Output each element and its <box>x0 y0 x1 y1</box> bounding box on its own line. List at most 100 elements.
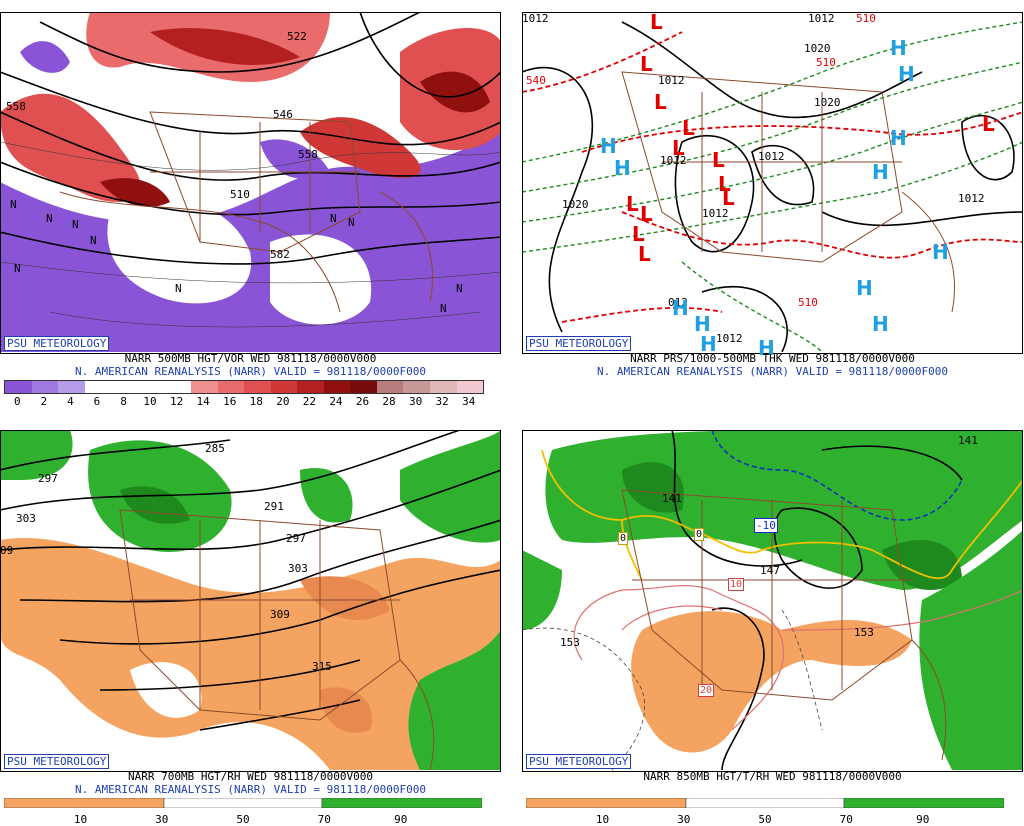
low-pressure-marker: L <box>672 136 685 160</box>
pressure-thickness-map <box>522 12 1023 352</box>
contour-label: 1012 <box>702 207 729 220</box>
low-pressure-marker: L <box>632 222 645 246</box>
vorticity-marker: N <box>46 212 53 225</box>
colorbar-tick-label: 28 <box>382 395 396 408</box>
contour-label: 315 <box>312 660 332 673</box>
panel-700mb-rh: 285 297 303 09 291 297 303 309 315 PSU M… <box>0 430 501 826</box>
isotherm-label: 10 <box>728 578 745 591</box>
contour-label: 1020 <box>562 198 589 211</box>
contour-label: 153 <box>854 626 874 639</box>
product-caption: NARR 500MB HGT/VOR WED 981118/0000V000 <box>124 352 377 365</box>
contour-label: 510 <box>856 12 876 25</box>
colorbar-tick-label: 34 <box>462 395 476 408</box>
panel-mslp-thickness: 1012 1012 1020 510 1012 1020 1020 1012 1… <box>522 10 1023 407</box>
contour-label: 546 <box>273 108 293 121</box>
contour-label: 510 <box>816 56 836 69</box>
low-pressure-marker: L <box>722 186 735 210</box>
colorbar-tick-label: 16 <box>223 395 237 408</box>
valid-time-caption: N. AMERICAN REANALYSIS (NARR) VALID = 98… <box>597 365 948 378</box>
low-pressure-marker: L <box>640 202 653 226</box>
product-caption: NARR 850MB HGT/T/RH WED 981118/0000V000 <box>643 770 902 783</box>
contour-label: 012 <box>668 296 688 309</box>
high-pressure-marker: H <box>672 296 689 320</box>
rh-colorbar <box>4 798 482 808</box>
colorbar-swatch <box>58 381 85 393</box>
contour-label: 1012 <box>758 150 785 163</box>
vorticity-marker: N <box>330 212 337 225</box>
contour-label: 141 <box>958 434 978 447</box>
contour-label: 510 <box>230 188 250 201</box>
psu-meteorology-badge: PSU METEOROLOGY <box>4 336 110 351</box>
colorbar-tick-label: 18 <box>249 395 263 408</box>
colorbar-tick-label: 10 <box>73 813 88 826</box>
low-pressure-marker: L <box>718 172 731 196</box>
low-pressure-marker: L <box>626 192 639 216</box>
rh-colorbar <box>526 798 1004 808</box>
low-pressure-marker: L <box>654 90 667 114</box>
contour-label: 141 <box>662 492 682 505</box>
contour-label: 510 <box>798 296 818 309</box>
high-pressure-marker: H <box>872 160 889 184</box>
high-pressure-marker: H <box>694 312 711 336</box>
contour-label: 297 <box>286 532 306 545</box>
colorbar-swatch <box>297 381 324 393</box>
vorticity-marker: N <box>72 218 79 231</box>
valid-time-caption: N. AMERICAN REANALYSIS (NARR) VALID = 98… <box>75 365 426 378</box>
contour-label: 1020 <box>804 42 831 55</box>
low-pressure-marker: L <box>638 242 651 266</box>
colorbar-swatch <box>430 381 457 393</box>
contour-label: 303 <box>16 512 36 525</box>
colorbar-tick-label: 32 <box>435 395 449 408</box>
colorbar-swatch <box>217 381 245 393</box>
contour-label: 522 <box>287 30 307 43</box>
vorticity-marker: N <box>348 216 355 229</box>
colorbar-tick-label: 90 <box>916 813 930 826</box>
colorbar-swatch <box>270 381 298 393</box>
colorbar-tick-label: 10 <box>595 813 610 826</box>
isotherm-label: -10 <box>754 518 778 533</box>
colorbar-tick-label: 50 <box>758 813 772 826</box>
panel-850mb-temp-rh: 141 -10 0 0 141 147 153 153 10 20 PSU ME… <box>522 430 1023 826</box>
contour-label: 1012 <box>522 12 549 25</box>
vorticity-marker: N <box>456 282 463 295</box>
isotherm-label: 0 <box>618 532 629 545</box>
high-pressure-marker: H <box>890 126 907 150</box>
contour-label: 1012 <box>958 192 985 205</box>
colorbar-tick-label: 30 <box>408 395 423 408</box>
vorticity-marker: N <box>14 262 21 275</box>
isotherm-label: 20 <box>698 684 715 697</box>
colorbar-tick-label: 90 <box>394 813 408 826</box>
contour-label: 309 <box>270 608 290 621</box>
colorbar-swatch <box>190 381 218 393</box>
psu-meteorology-badge: PSU METEOROLOGY <box>4 754 110 769</box>
psu-meteorology-badge: PSU METEOROLOGY <box>526 754 632 769</box>
contour-label: 558 <box>298 148 318 161</box>
colorbar-tick-label: 26 <box>355 395 370 408</box>
contour-label: 1012 <box>716 332 743 345</box>
vorticity-colorbar <box>4 380 484 394</box>
product-caption: NARR 700MB HGT/RH WED 981118/0000V000 <box>127 770 374 783</box>
colorbar-swatch <box>84 381 112 393</box>
contour-label: 285 <box>205 442 225 455</box>
contour-label: 153 <box>560 636 580 649</box>
high-pressure-marker: H <box>700 332 717 356</box>
colorbar-tick-label: 10 <box>143 395 157 408</box>
colorbar-tick-label: 22 <box>302 395 316 408</box>
contour-label: 1012 <box>808 12 835 25</box>
high-pressure-marker: H <box>890 36 907 60</box>
colorbar-tick-label: 70 <box>839 813 853 826</box>
colorbar-swatch <box>376 381 404 393</box>
low-pressure-marker: L <box>712 148 725 172</box>
low-pressure-marker: L <box>682 116 695 140</box>
colorbar-tick-label: 70 <box>317 813 331 826</box>
colorbar-swatch <box>5 381 32 393</box>
colorbar-swatch <box>137 381 165 393</box>
map-frame <box>0 430 501 772</box>
map-frame <box>522 12 1023 354</box>
colorbar-tick-label: 14 <box>196 395 210 408</box>
vorticity-marker: N <box>440 302 447 315</box>
high-pressure-marker: H <box>614 156 631 180</box>
colorbar-tick-label: 30 <box>155 813 169 826</box>
contour-label: 558 <box>6 100 26 113</box>
colorbar-swatch <box>456 381 484 393</box>
